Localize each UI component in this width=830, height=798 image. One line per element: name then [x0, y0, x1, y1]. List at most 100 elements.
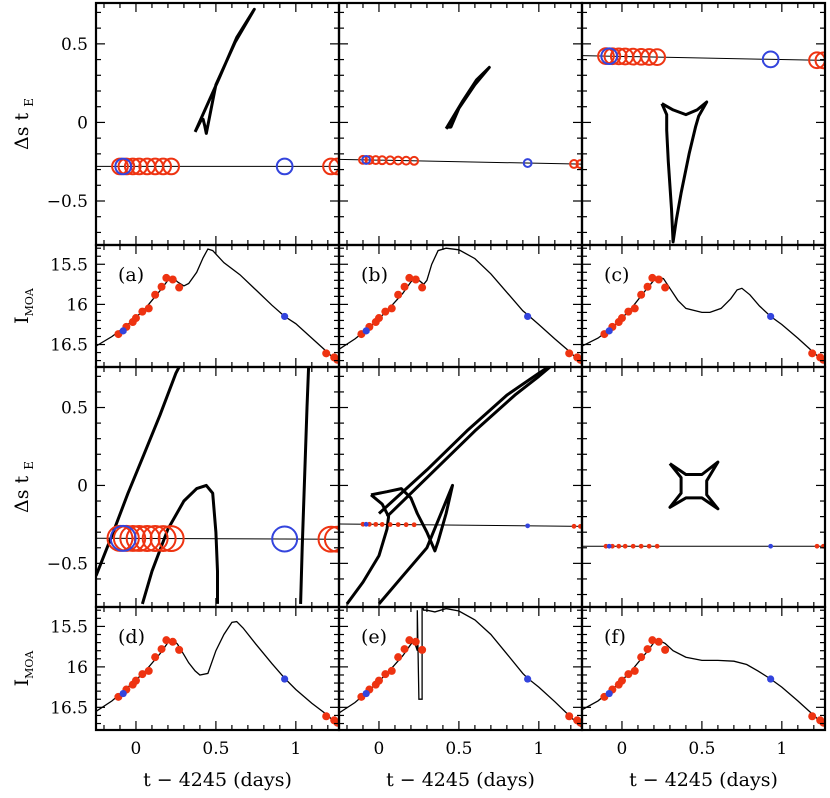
other-source-ring [522, 158, 533, 168]
other-source-ring [600, 47, 619, 66]
map-panel-5 [582, 460, 825, 549]
map-frame [94, 1, 341, 247]
panel-label: (d) [118, 626, 145, 648]
lc-y-tick-label: 16.5 [50, 336, 88, 356]
moa-source-ring [409, 155, 420, 166]
moa-data-point [565, 349, 574, 358]
moa-data-point [624, 307, 633, 316]
ticks-4 [339, 367, 582, 730]
map-panel-0 [96, 7, 339, 176]
map-y-tick-label: 0 [77, 113, 88, 133]
other-data-point [605, 327, 613, 335]
moa-data-point [405, 273, 414, 282]
moa-data-point [630, 666, 639, 675]
moa-data-point [418, 283, 427, 292]
other-data-point [119, 689, 127, 698]
moa-data-point [819, 355, 825, 364]
moa-data-point [157, 282, 166, 291]
map-panel-2 [582, 47, 825, 244]
moa-data-point [387, 666, 396, 675]
moa-source-ring [317, 525, 339, 553]
ticks-3 [96, 367, 339, 730]
map-frame [337, 365, 584, 609]
moa-source-ring [323, 525, 339, 553]
caustic-curve [377, 367, 550, 515]
moa-data-point [374, 676, 383, 685]
moa-data-point [394, 290, 403, 299]
moa-source-marker [630, 543, 636, 549]
moa-data-point [654, 637, 663, 646]
moa-data-point [400, 645, 409, 654]
moa-source-marker [638, 543, 644, 549]
map-y-tick-label: 0 [77, 476, 88, 496]
moa-data-point [394, 653, 403, 662]
moa-source-ring [119, 524, 147, 552]
moa-source-marker [373, 521, 379, 527]
map-y-axis-label: Δs t E [11, 461, 36, 513]
moa-data-point [151, 653, 160, 662]
map-y-tick-label: 0.5 [61, 35, 88, 55]
moa-source-ring [141, 525, 169, 552]
x-tick-label: 0.5 [688, 739, 715, 759]
moa-data-point [157, 645, 166, 654]
moa-source-marker [379, 522, 385, 527]
lc-y-axis-label: IMOA [11, 287, 36, 324]
moa-data-point [175, 283, 184, 292]
lc-y-tick-label: 16 [66, 295, 88, 315]
lc-y-tick-label: 15.5 [50, 617, 88, 637]
lightcurve-panel-1 [339, 247, 582, 366]
moa-data-point [162, 636, 171, 645]
moa-data-point [819, 718, 825, 727]
moa-source-ring [123, 157, 142, 176]
caustic-curve [660, 100, 709, 244]
moa-data-point [162, 273, 171, 282]
x-tick-label: 1 [776, 739, 787, 759]
moa-data-point [565, 712, 574, 721]
map-panel-3 [96, 367, 339, 605]
moa-data-point [168, 275, 177, 284]
ticks-0 [96, 3, 339, 367]
other-data-point [524, 312, 532, 321]
map-panel-4 [339, 367, 582, 605]
moa-data-point [131, 314, 140, 323]
moa-data-point [643, 282, 652, 291]
moa-data-point [576, 355, 582, 364]
moa-source-ring [640, 48, 659, 66]
map-frame [580, 1, 827, 247]
other-source-ring [109, 524, 137, 552]
moa-data-point [381, 307, 390, 316]
caustic-curve [140, 483, 219, 605]
source-trajectory [339, 523, 582, 527]
moa-data-point [418, 645, 427, 654]
moa-source-ring [814, 51, 825, 70]
moa-data-point [322, 712, 331, 721]
moa-data-point [630, 304, 639, 313]
caustic-curve [345, 493, 391, 605]
x-tick-label: 0 [374, 739, 385, 759]
model-light-curve [339, 247, 582, 366]
ticks-1 [339, 3, 582, 367]
lightcurve-frame [580, 605, 827, 732]
moa-data-point [131, 676, 140, 685]
moa-source-ring [609, 47, 628, 66]
lc-y-axis-label: IMOA [11, 650, 36, 687]
moa-source-marker [395, 522, 401, 527]
caustic-curve [668, 460, 720, 511]
x-tick-label: 0 [617, 739, 628, 759]
other-data-point [362, 327, 370, 335]
moa-data-point [168, 637, 177, 646]
map-y-axis-label: Δs t E [11, 98, 36, 150]
source-trajectory [582, 55, 825, 61]
lc-y-tick-label: 16.5 [50, 698, 88, 718]
map-y-tick-label: −0.5 [47, 554, 88, 574]
moa-source-marker [387, 522, 393, 527]
moa-data-point [374, 314, 383, 323]
moa-data-point [808, 349, 817, 358]
moa-source-marker [814, 543, 820, 549]
moa-source-ring [648, 48, 666, 66]
moa-data-point [617, 314, 626, 323]
moa-data-point [411, 637, 420, 646]
moa-source-ring [157, 525, 185, 553]
moa-data-point [637, 653, 646, 662]
